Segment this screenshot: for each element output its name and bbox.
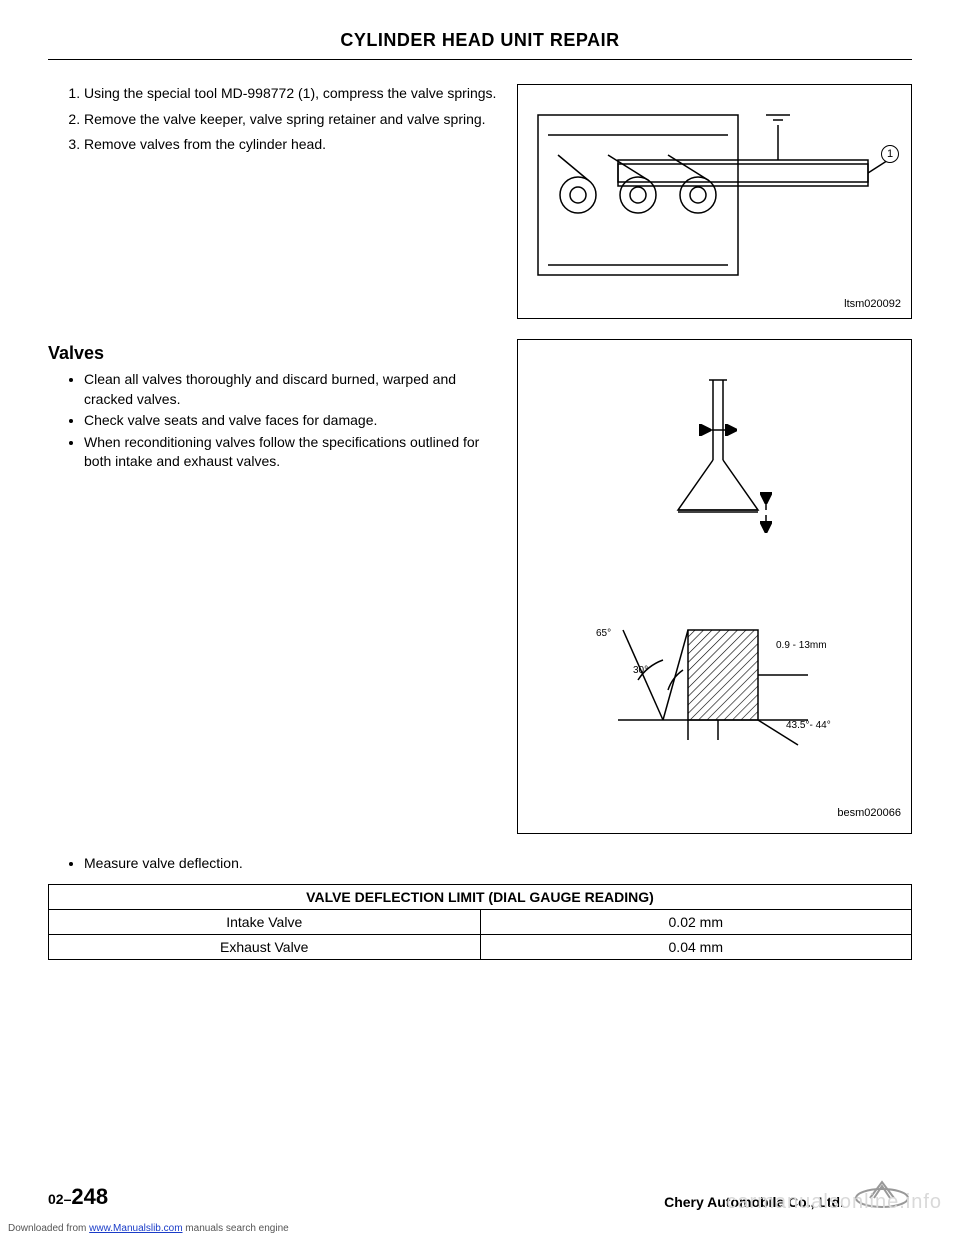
valves-bullet-1: Clean all valves thoroughly and discard …	[84, 370, 497, 409]
cell-intake-label: Intake Valve	[49, 909, 481, 934]
cell-exhaust-label: Exhaust Valve	[49, 934, 481, 959]
step-2: Remove the valve keeper, valve spring re…	[84, 110, 497, 130]
cell-exhaust-value: 0.04 mm	[480, 934, 912, 959]
figure-1-svg	[518, 85, 913, 320]
valves-bullet-3: When reconditioning valves follow the sp…	[84, 433, 497, 472]
deflection-bullet: Measure valve deflection.	[84, 854, 912, 874]
figure-2-ref: besm020066	[837, 807, 901, 819]
step-1: Using the special tool MD-998772 (1), co…	[84, 84, 497, 104]
figure-1-ref: ltsm020092	[844, 298, 901, 310]
figure-1: 1 ltsm020092	[517, 84, 912, 319]
label-30: 30°	[633, 665, 648, 676]
table-row: Intake Valve 0.02 mm	[49, 909, 912, 934]
table-title: VALVE DEFLECTION LIMIT (DIAL GAUGE READI…	[49, 884, 912, 909]
page-prefix: 02–	[48, 1191, 71, 1207]
label-range: 0.9 - 13mm	[776, 640, 827, 651]
valves-list: Clean all valves thoroughly and discard …	[48, 370, 497, 472]
download-suffix: manuals search engine	[183, 1223, 289, 1234]
valves-heading: Valves	[48, 343, 497, 364]
valves-bullet-2: Check valve seats and valve faces for da…	[84, 411, 497, 431]
page-number: 02–248	[48, 1184, 108, 1210]
table-row: Exhaust Valve 0.04 mm	[49, 934, 912, 959]
callout-1: 1	[881, 145, 899, 163]
download-link[interactable]: www.Manualslib.com	[89, 1223, 182, 1234]
page-num-big: 248	[71, 1184, 108, 1209]
download-line: Downloaded from www.Manualslib.com manua…	[8, 1223, 289, 1234]
header-rule	[48, 59, 912, 60]
label-65: 65°	[596, 628, 611, 639]
page-title: CYLINDER HEAD UNIT REPAIR	[48, 30, 912, 59]
download-prefix: Downloaded from	[8, 1223, 89, 1234]
label-44: 43.5°- 44°	[786, 720, 831, 731]
procedure-list: Using the special tool MD-998772 (1), co…	[48, 84, 497, 155]
cell-intake-value: 0.02 mm	[480, 909, 912, 934]
watermark: carmanualsonline.info	[726, 1191, 942, 1214]
deflection-list: Measure valve deflection.	[48, 854, 912, 874]
deflection-table: VALVE DEFLECTION LIMIT (DIAL GAUGE READI…	[48, 884, 912, 960]
figure-2-svg	[518, 340, 913, 835]
step-3: Remove valves from the cylinder head.	[84, 135, 497, 155]
figure-2: 65° 30° 0.9 - 13mm 43.5°- 44° besm020066	[517, 339, 912, 834]
